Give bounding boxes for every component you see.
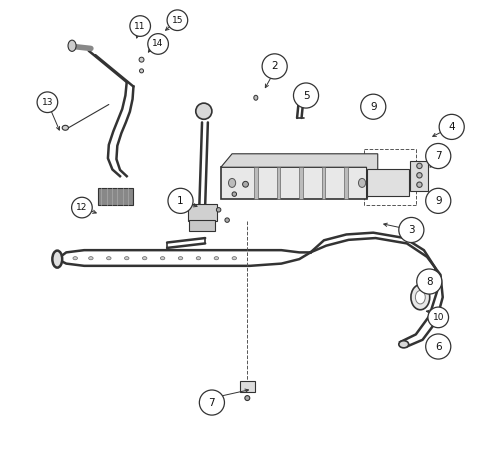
Circle shape (72, 197, 92, 218)
Ellipse shape (358, 179, 366, 188)
Ellipse shape (216, 207, 221, 212)
Ellipse shape (88, 257, 93, 260)
Ellipse shape (214, 257, 218, 260)
Circle shape (426, 189, 451, 213)
Text: 9: 9 (370, 102, 376, 112)
Ellipse shape (254, 95, 258, 100)
Ellipse shape (68, 40, 76, 51)
Text: 14: 14 (152, 40, 164, 48)
Ellipse shape (106, 257, 111, 260)
Circle shape (196, 103, 212, 119)
Ellipse shape (411, 285, 430, 310)
Circle shape (262, 54, 287, 79)
Text: 4: 4 (448, 122, 455, 132)
Ellipse shape (228, 179, 235, 188)
Circle shape (148, 34, 169, 54)
Text: 6: 6 (435, 341, 442, 351)
Bar (221, 167, 366, 198)
Ellipse shape (416, 173, 422, 178)
Circle shape (200, 390, 224, 415)
Text: 2: 2 (272, 61, 278, 71)
Circle shape (426, 143, 451, 169)
Circle shape (439, 115, 464, 139)
Circle shape (426, 334, 451, 359)
Text: 10: 10 (432, 313, 444, 322)
Ellipse shape (73, 257, 78, 260)
Text: 15: 15 (172, 16, 183, 25)
Bar (98, 189, 134, 205)
Bar (240, 381, 255, 392)
Bar (190, 220, 216, 231)
Ellipse shape (139, 57, 144, 62)
Ellipse shape (245, 396, 250, 400)
Ellipse shape (62, 125, 68, 130)
Ellipse shape (232, 257, 236, 260)
Polygon shape (254, 167, 258, 198)
Circle shape (168, 189, 193, 213)
Text: 13: 13 (42, 98, 53, 107)
Ellipse shape (196, 257, 200, 260)
Circle shape (130, 16, 150, 37)
Text: 5: 5 (302, 91, 310, 101)
Ellipse shape (140, 69, 143, 73)
Ellipse shape (416, 182, 422, 188)
Polygon shape (221, 154, 378, 198)
Bar (188, 204, 218, 221)
Ellipse shape (124, 257, 129, 260)
Polygon shape (277, 167, 280, 198)
Ellipse shape (232, 192, 236, 196)
Ellipse shape (242, 181, 248, 187)
Text: 3: 3 (408, 225, 414, 235)
Circle shape (294, 83, 318, 108)
Polygon shape (322, 167, 326, 198)
Circle shape (399, 217, 424, 243)
Circle shape (167, 10, 188, 31)
Text: 9: 9 (435, 196, 442, 206)
Polygon shape (344, 167, 348, 198)
Text: 12: 12 (76, 203, 88, 212)
Ellipse shape (399, 341, 408, 348)
Text: 7: 7 (435, 151, 442, 161)
Polygon shape (300, 167, 303, 198)
Ellipse shape (52, 251, 62, 267)
Ellipse shape (160, 257, 165, 260)
Circle shape (37, 92, 58, 113)
Bar (410, 161, 428, 190)
Text: 7: 7 (208, 397, 215, 408)
Ellipse shape (416, 163, 422, 169)
Circle shape (416, 269, 442, 294)
Text: 11: 11 (134, 22, 146, 31)
Ellipse shape (178, 257, 183, 260)
Circle shape (360, 94, 386, 119)
Text: 8: 8 (426, 276, 432, 286)
Circle shape (428, 307, 448, 328)
Ellipse shape (142, 257, 147, 260)
Text: 1: 1 (177, 196, 184, 206)
Ellipse shape (225, 218, 230, 222)
Ellipse shape (416, 290, 426, 304)
Bar (366, 170, 409, 196)
